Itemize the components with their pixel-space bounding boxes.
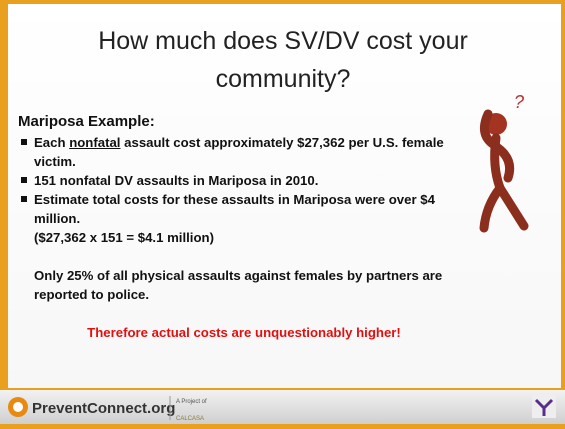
heading: Mariposa Example:	[18, 112, 470, 131]
page: How much does SV/DV cost your community?…	[0, 0, 565, 424]
bullet: 151 nonfatal DV assaults in Mariposa in …	[34, 171, 470, 190]
question-mark-icon: ?	[514, 92, 524, 112]
calculation: ($27,362 x 151 = $4.1 million)	[18, 228, 470, 247]
text: Each	[34, 135, 69, 150]
figure	[484, 113, 524, 228]
underlined-text: nonfatal	[69, 135, 120, 150]
slide-body: Mariposa Example: Each nonfatal assault …	[18, 112, 470, 342]
footer-graphics: PreventConnect.org A Project of CALCASA	[0, 390, 565, 424]
partner-label: CALCASA	[176, 416, 204, 422]
bullet: Estimate total costs for these assaults …	[34, 190, 470, 228]
note: Only 25% of all physical assaults agains…	[18, 266, 470, 304]
slide: How much does SV/DV cost your community?…	[8, 4, 561, 388]
logo-text: PreventConnect.org	[32, 400, 175, 417]
bullet: Each nonfatal assault cost approximately…	[34, 133, 470, 171]
logo-icon	[13, 402, 23, 412]
thinking-figure: ?	[470, 86, 542, 236]
slide-title: How much does SV/DV cost your community?	[48, 22, 518, 98]
conclusion: Therefore actual costs are unquestionabl…	[18, 323, 470, 342]
bullet-list: Each nonfatal assault cost approximately…	[18, 133, 470, 228]
footer: PreventConnect.org A Project of CALCASA	[0, 390, 565, 424]
project-label: A Project of	[176, 399, 207, 405]
